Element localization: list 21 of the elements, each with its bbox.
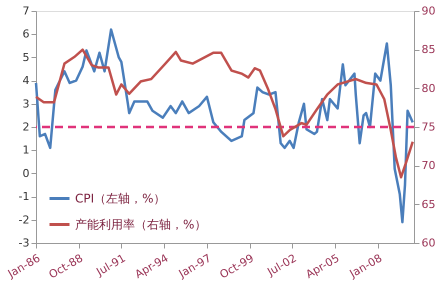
y-tick-label: 7 [22,4,30,18]
y-tick-label: 1 [22,144,30,157]
y-tick-label: -1 [18,190,30,204]
legend-label: CPI（左轴，%） [75,192,166,206]
y-tick-label: 6 [22,28,30,41]
y-tick-label: 0 [22,166,30,180]
legend-label: 产能利用率（右轴，%） [75,218,206,232]
y-tick-label: 2 [22,120,30,134]
y2-tick-label: 70 [422,159,436,172]
line-series [34,48,414,179]
y2-tick-label: 90 [422,4,436,18]
y2-tick-label: 75 [422,120,436,134]
y-tick-label: 5 [22,50,30,64]
y-tick-label: -2 [18,213,30,226]
y-tick-label: 3 [22,97,30,110]
y-tick-label: 4 [22,74,30,88]
y2-tick-label: 85 [422,43,436,56]
y2-tick-label: 80 [422,82,436,95]
y2-tick-label: 65 [422,198,436,211]
y2-tick-label: 60 [422,236,436,250]
y-tick-label: -3 [18,236,30,250]
